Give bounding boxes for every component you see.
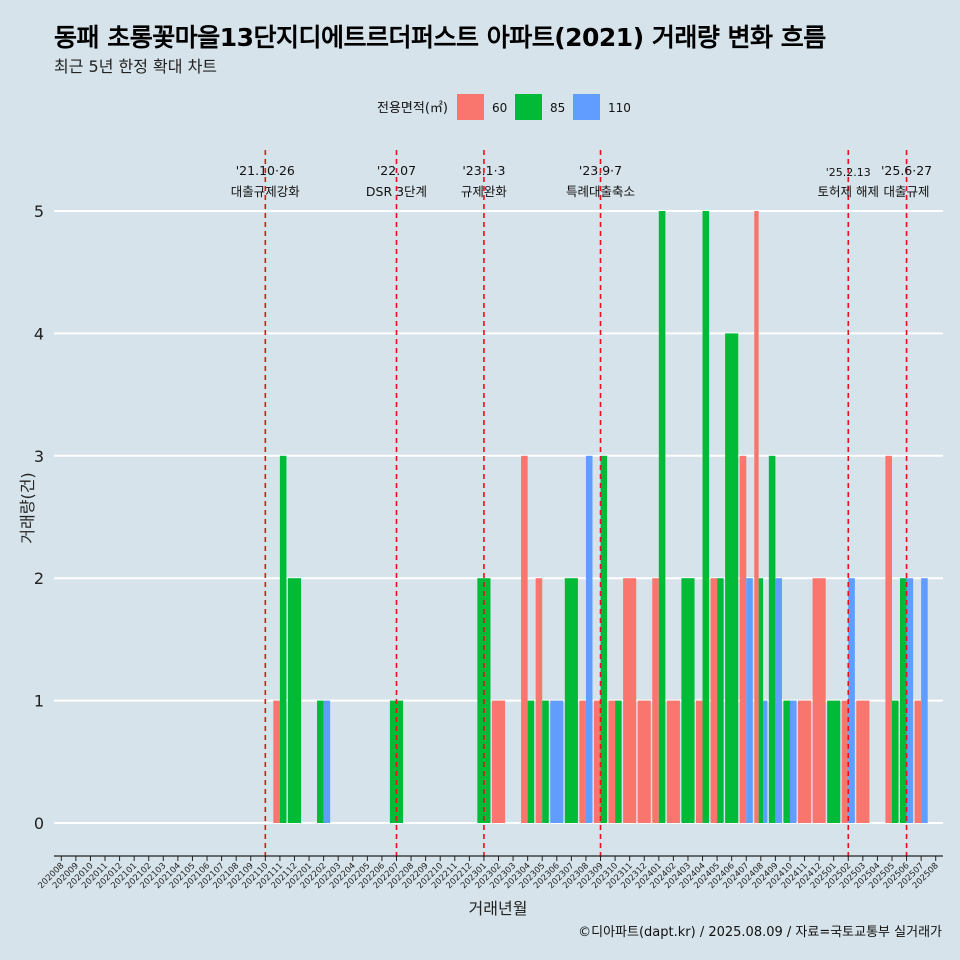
bar-85: [389, 700, 404, 823]
bar-85: [827, 700, 841, 823]
y-axis-label: 거래량(건): [18, 472, 37, 543]
bar-110: [550, 700, 564, 823]
bar-110: [323, 700, 331, 823]
bar-110: [789, 700, 797, 823]
event-date: '21.10·26: [236, 163, 295, 178]
bar-60: [273, 700, 280, 823]
bar-60: [623, 578, 637, 823]
event-label: 규제완화: [461, 184, 508, 199]
event-date: '23.1·3: [462, 163, 505, 178]
y-tick-label: 2: [34, 569, 44, 588]
bar-110: [921, 578, 928, 823]
bar-110: [746, 578, 753, 823]
bar-60: [593, 700, 601, 823]
bar-60: [841, 700, 849, 823]
bar-60: [637, 700, 651, 823]
bar-85: [891, 700, 899, 823]
event-label: 특례대출축소: [566, 184, 635, 199]
event-date: '25.6·27: [881, 163, 932, 178]
bar-60: [856, 700, 870, 823]
bar-85: [768, 455, 776, 823]
y-tick-label: 3: [34, 447, 44, 466]
bar-60: [491, 700, 506, 823]
bar-85: [758, 578, 764, 823]
bar-85: [717, 578, 724, 823]
bar-85: [527, 700, 535, 823]
y-tick-label: 5: [34, 202, 44, 221]
bar-110: [848, 578, 855, 823]
bar-60: [914, 700, 922, 823]
bar-110: [775, 578, 782, 823]
event-layer: '21.10·26 대출규제강화 '22.07 DSR 3단계 '23.1·3 규제완화 '…: [231, 150, 932, 858]
y-tick-label: 0: [34, 814, 44, 833]
bar-60: [521, 455, 528, 823]
legend: 전용면적(㎡) 60 85 110: [377, 94, 631, 120]
y-tick-label: 4: [34, 324, 44, 343]
bar-110: [906, 578, 914, 823]
bar-85: [279, 455, 287, 823]
legend-swatch-110: [573, 94, 600, 120]
event-label: 토허제 해제: [818, 184, 879, 199]
legend-label-60: 60: [492, 101, 507, 115]
event-label: 대출규제강화: [231, 184, 301, 199]
event-date: '22.07: [377, 163, 416, 178]
bar-60: [666, 700, 680, 823]
bar-85: [564, 578, 578, 823]
bar-60: [812, 578, 826, 823]
bar-110: [763, 700, 768, 823]
bar-85: [702, 211, 710, 823]
event-label: DSR 3단계: [366, 184, 427, 199]
bar-110: [585, 455, 593, 823]
bar-60: [695, 700, 703, 823]
bar-60: [885, 455, 892, 823]
bar-60: [739, 455, 747, 823]
bar-85: [783, 700, 790, 823]
y-tick-label: 1: [34, 692, 44, 711]
bar-60: [710, 578, 718, 823]
legend-title: 전용면적(㎡): [377, 101, 448, 116]
chart-subtitle: 최근 5년 한정 확대 차트: [54, 57, 218, 76]
bar-60: [608, 700, 616, 823]
bar-85: [615, 700, 622, 823]
bar-85: [542, 700, 549, 823]
bar-60: [535, 578, 543, 823]
bar-60: [797, 700, 812, 823]
event-date: '25.2.13: [826, 166, 871, 179]
bar-layer: [273, 211, 928, 823]
event-label: 대출규제: [884, 184, 930, 199]
legend-swatch-85: [515, 94, 542, 120]
bar-60: [652, 578, 659, 823]
chart-title: 동패 초롱꽃마을13단지디에트르더퍼스트 아파트(2021) 거래량 변화 흐름: [54, 23, 826, 52]
legend-label-110: 110: [608, 101, 631, 115]
legend-label-85: 85: [550, 101, 565, 115]
bar-85: [658, 211, 666, 823]
bar-60: [579, 700, 586, 823]
bar-85: [725, 333, 739, 823]
bar-60: [754, 211, 759, 823]
bar-85: [681, 578, 695, 823]
x-axis-label: 거래년월: [469, 899, 528, 918]
event-date: '23.9·7: [579, 163, 622, 178]
source-caption: ©디아파트(dapt.kr) / 2025.08.09 / 자료=국토교통부 실…: [578, 925, 942, 940]
bar-85: [287, 578, 302, 823]
bar-85: [600, 455, 608, 823]
bar-85: [317, 700, 324, 823]
bar-85: [900, 578, 907, 823]
legend-swatch-60: [457, 94, 484, 120]
